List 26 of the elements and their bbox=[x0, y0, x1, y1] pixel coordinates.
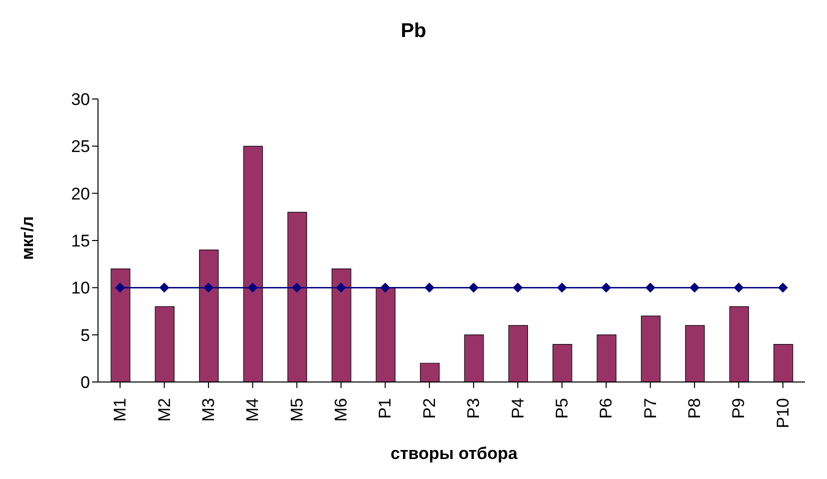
x-tick-label: Р1 bbox=[376, 398, 395, 419]
x-tick-label: М2 bbox=[154, 398, 174, 422]
y-tick-label: 5 bbox=[80, 326, 90, 345]
x-axis-title: створы отбора bbox=[389, 444, 519, 464]
x-tick-label: Р9 bbox=[729, 398, 748, 419]
x-tick-label: Р10 bbox=[773, 398, 792, 428]
y-tick-label: 20 bbox=[71, 184, 90, 204]
x-tick-label: Р2 bbox=[420, 398, 439, 419]
x-tick-label: Р3 bbox=[464, 398, 484, 419]
x-tick-label: М4 bbox=[243, 398, 262, 422]
x-tick-label: Р5 bbox=[552, 398, 572, 419]
y-tick-label: 30 bbox=[71, 90, 90, 110]
y-tick-label: 15 bbox=[71, 232, 90, 251]
x-tick-label: М3 bbox=[198, 398, 218, 422]
chart-title: Pb bbox=[400, 20, 428, 43]
x-tick-label: М5 bbox=[287, 398, 306, 422]
x-tick-label: М1 bbox=[110, 398, 130, 422]
y-tick-label: 25 bbox=[71, 137, 90, 156]
y-axis-title: мкг/л bbox=[18, 216, 38, 260]
x-tick-label: Р8 bbox=[685, 398, 704, 419]
x-tick-label: Р7 bbox=[640, 398, 660, 419]
x-tick-label: Р6 bbox=[596, 398, 616, 419]
x-tick-label: Р4 bbox=[508, 398, 528, 419]
x-tick-label: М6 bbox=[332, 398, 351, 422]
y-tick-label: 10 bbox=[71, 278, 90, 298]
y-tick-label: 0 bbox=[80, 373, 90, 392]
